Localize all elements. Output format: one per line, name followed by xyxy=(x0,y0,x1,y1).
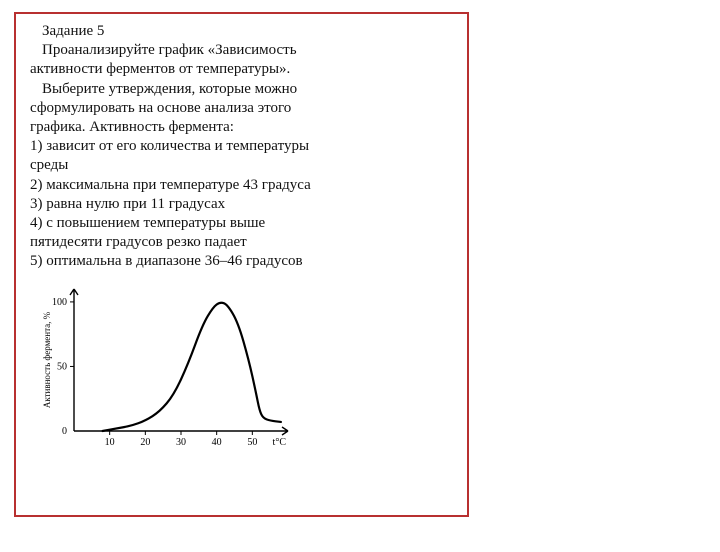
task-item-5: 5) оптимальна в диапазоне 36–46 градусов xyxy=(30,252,455,271)
svg-text:50: 50 xyxy=(57,362,67,373)
svg-text:0: 0 xyxy=(62,426,67,437)
task-card: Задание 5 Проанализируйте график «Зависи… xyxy=(14,12,469,517)
task-item-3: 3) равна нулю при 11 градусах xyxy=(30,195,455,214)
task-item-4: 4) с повышением температуры выше xyxy=(30,214,455,233)
svg-text:Активность фермента, %: Активность фермента, % xyxy=(42,312,52,409)
task-title: Задание 5 xyxy=(30,22,455,41)
task-item-4b: пятидесяти градусов резко падает xyxy=(30,233,455,252)
svg-text:100: 100 xyxy=(52,297,67,308)
svg-text:50: 50 xyxy=(247,437,257,448)
task-item-2: 2) максимальна при температуре 43 градус… xyxy=(30,176,455,195)
chart-svg: 50 100 10 20 30 40 50 t°C Активность фермента, %… xyxy=(36,281,296,456)
task-line: Проанализируйте график «Зависимость xyxy=(30,41,455,60)
enzyme-activity-chart: 50 100 10 20 30 40 50 t°C Активность фермента, %… xyxy=(36,281,455,456)
task-item-1b: среды xyxy=(30,156,455,175)
svg-text:20: 20 xyxy=(140,437,150,448)
svg-text:10: 10 xyxy=(105,437,115,448)
svg-text:30: 30 xyxy=(176,437,186,448)
task-line: сформулировать на основе анализа этого xyxy=(30,99,455,118)
task-line: активности ферментов от температуры». xyxy=(30,60,455,79)
task-line: графика. Активность фермента: xyxy=(30,118,455,137)
task-text: Задание 5 Проанализируйте график «Зависи… xyxy=(30,22,455,271)
svg-text:t°C: t°C xyxy=(273,437,287,448)
task-line: Выберите утверждения, которые можно xyxy=(30,80,455,99)
task-item-1: 1) зависит от его количества и температу… xyxy=(30,137,455,156)
svg-text:40: 40 xyxy=(212,437,222,448)
